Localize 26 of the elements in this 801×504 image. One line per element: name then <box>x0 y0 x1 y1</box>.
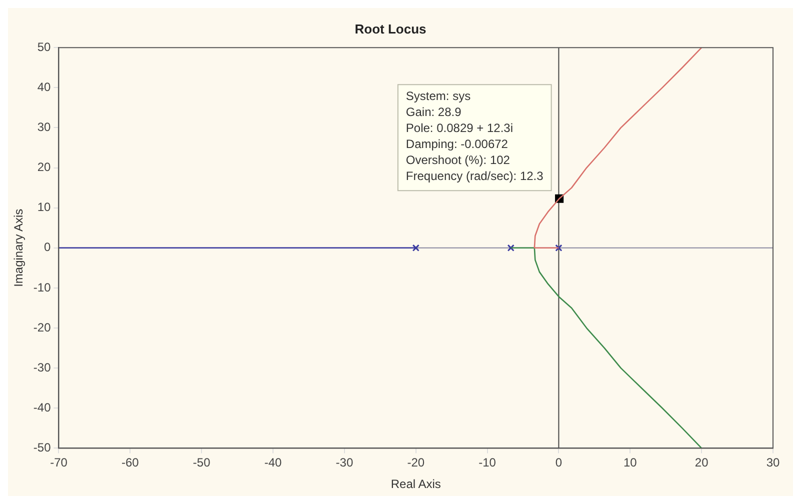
x-tick-label: 20 <box>694 456 709 470</box>
x-tick-label: 0 <box>555 456 562 470</box>
x-axis-title: Real Axis <box>390 477 441 492</box>
x-tick-label: -70 <box>50 456 68 470</box>
annotation: System: sys Gain: 28.9 Pole: 0.0829 + 12.3i Damping: -0.00672 Overshoot (%): 102 Frequency (rad/sec): 12.3 <box>406 88 544 183</box>
x-tick-label: -10 <box>478 456 496 470</box>
chart-title: Root Locus <box>354 21 426 36</box>
y-tick-label: 20 <box>37 160 52 174</box>
y-tick-label: 0 <box>44 240 52 254</box>
y-tick-label: -50 <box>33 440 52 455</box>
x-tick-label: -20 <box>407 456 425 470</box>
x-tick-label: -40 <box>264 456 282 470</box>
x-tick-label: -30 <box>336 456 354 470</box>
x-tick-label: -50 <box>192 456 211 470</box>
x-tick-label: -60 <box>121 456 140 470</box>
y-tick-label: 50 <box>37 40 52 54</box>
y-tick-label: -20 <box>33 320 52 334</box>
y-tick-label: 10 <box>37 200 52 214</box>
x-tick-label: 10 <box>623 456 638 470</box>
y-tick-label: -40 <box>33 400 52 414</box>
y-tick-label: 40 <box>37 80 52 94</box>
x-tick-label: 30 <box>766 456 780 470</box>
y-tick-label: -30 <box>33 360 52 374</box>
y-axis-title: Imaginary Axis <box>12 208 26 287</box>
y-tick-label: 30 <box>37 120 52 134</box>
y-tick-label: -10 <box>33 280 52 294</box>
